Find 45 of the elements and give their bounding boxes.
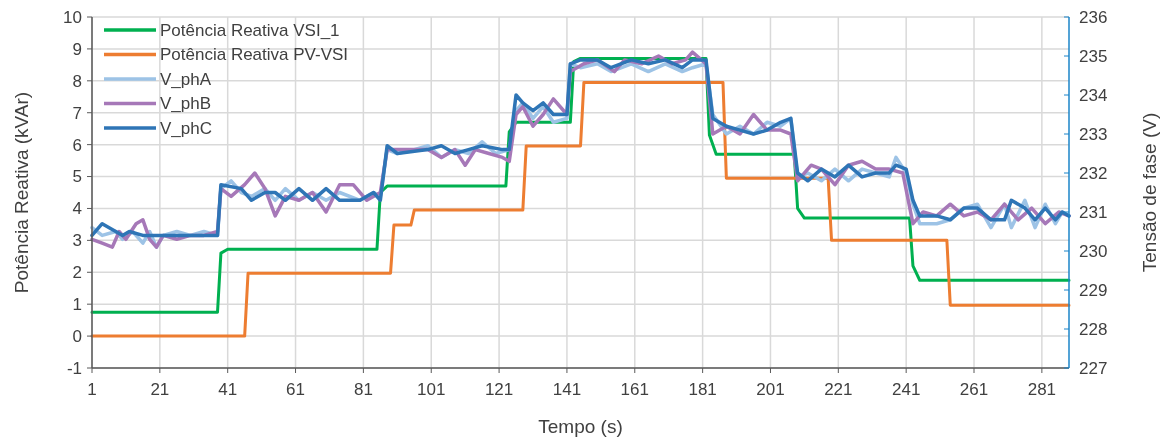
y-tick-label: 3 bbox=[72, 231, 82, 251]
x-tick-label: 241 bbox=[891, 380, 921, 399]
legend-label: Potência Reativa VSI_1 bbox=[160, 20, 340, 40]
y2-tick-label: 233 bbox=[1079, 124, 1108, 144]
y-tick-label: 1 bbox=[72, 295, 82, 315]
y2-tick-label: 227 bbox=[1079, 358, 1108, 378]
y2-axis-title: Tensão de fase (V) bbox=[1139, 112, 1160, 273]
legend-label: Potência Reativa PV-VSI bbox=[160, 45, 349, 65]
x-axis-title: Tempo (s) bbox=[538, 416, 623, 437]
x-tick-label: 81 bbox=[353, 380, 373, 399]
y-tick-label: -1 bbox=[66, 358, 82, 378]
x-tick-label: 1 bbox=[87, 380, 97, 399]
y-tick-label: 9 bbox=[72, 39, 82, 59]
x-tick-label: 261 bbox=[959, 380, 989, 399]
y2-tick-label: 228 bbox=[1079, 319, 1108, 339]
x-tick-label: 141 bbox=[552, 380, 582, 399]
y2-tick-label: 236 bbox=[1079, 7, 1108, 27]
x-tick-label: 201 bbox=[756, 380, 785, 399]
x-tick-label: 121 bbox=[484, 380, 514, 399]
y-tick-label: 6 bbox=[72, 135, 82, 155]
x-tick-label: 61 bbox=[286, 380, 305, 399]
y2-tick-label: 232 bbox=[1079, 163, 1108, 183]
y2-tick-label: 231 bbox=[1079, 202, 1108, 222]
y2-tick-label: 235 bbox=[1079, 46, 1108, 66]
y-tick-label: 8 bbox=[72, 71, 82, 91]
y-tick-label: 10 bbox=[63, 7, 82, 27]
x-tick-label: 181 bbox=[688, 380, 717, 399]
legend-label: V_phA bbox=[160, 69, 212, 89]
y-tick-label: 4 bbox=[72, 199, 82, 219]
legend-label: V_phB bbox=[160, 94, 212, 114]
y-tick-label: 7 bbox=[72, 103, 82, 123]
x-tick-label: 101 bbox=[417, 380, 446, 399]
y-tick-label: 2 bbox=[72, 263, 82, 283]
y-axis-title: Potência Reativa (kVAr) bbox=[11, 91, 32, 294]
x-tick-label: 41 bbox=[218, 380, 238, 399]
x-tick-label: 221 bbox=[824, 380, 853, 399]
y-tick-label: 5 bbox=[72, 167, 82, 187]
legend-label: V_phC bbox=[160, 118, 212, 138]
x-tick-label: 161 bbox=[620, 380, 649, 399]
y2-tick-label: 234 bbox=[1079, 85, 1108, 105]
x-tick-label: 21 bbox=[150, 380, 170, 399]
y-tick-label: 0 bbox=[72, 327, 82, 347]
y2-tick-label: 229 bbox=[1079, 280, 1108, 300]
y2-tick-label: 230 bbox=[1079, 241, 1108, 261]
x-tick-label: 281 bbox=[1027, 380, 1057, 399]
